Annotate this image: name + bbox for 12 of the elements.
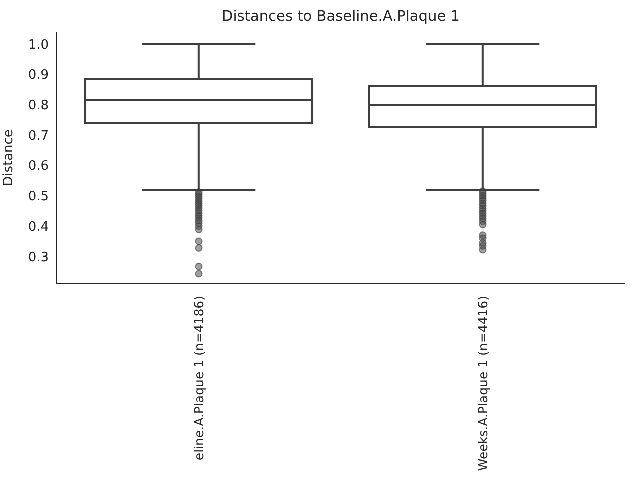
y-axis-title: Distance xyxy=(2,130,17,186)
y-tick-label: 0.5 xyxy=(28,190,49,205)
x-tick-label: Weeks.A.Plaque 1 (n=4416) xyxy=(476,296,490,472)
y-tick-label: 0.9 xyxy=(28,68,49,84)
y-tick-label: 1.0 xyxy=(28,38,49,53)
y-tick-label: 0.3 xyxy=(28,250,49,266)
chart-title: Distances to Baseline.A.Plaque 1 xyxy=(221,9,461,25)
y-tick-label: 0.6 xyxy=(28,159,49,174)
y-tick-label: 0.4 xyxy=(28,220,49,235)
y-tick-label: 0.8 xyxy=(28,98,49,114)
y-tick-label: 0.7 xyxy=(28,128,49,144)
x-tick-label: eline.A.Plaque 1 (n=4186) xyxy=(192,296,206,461)
